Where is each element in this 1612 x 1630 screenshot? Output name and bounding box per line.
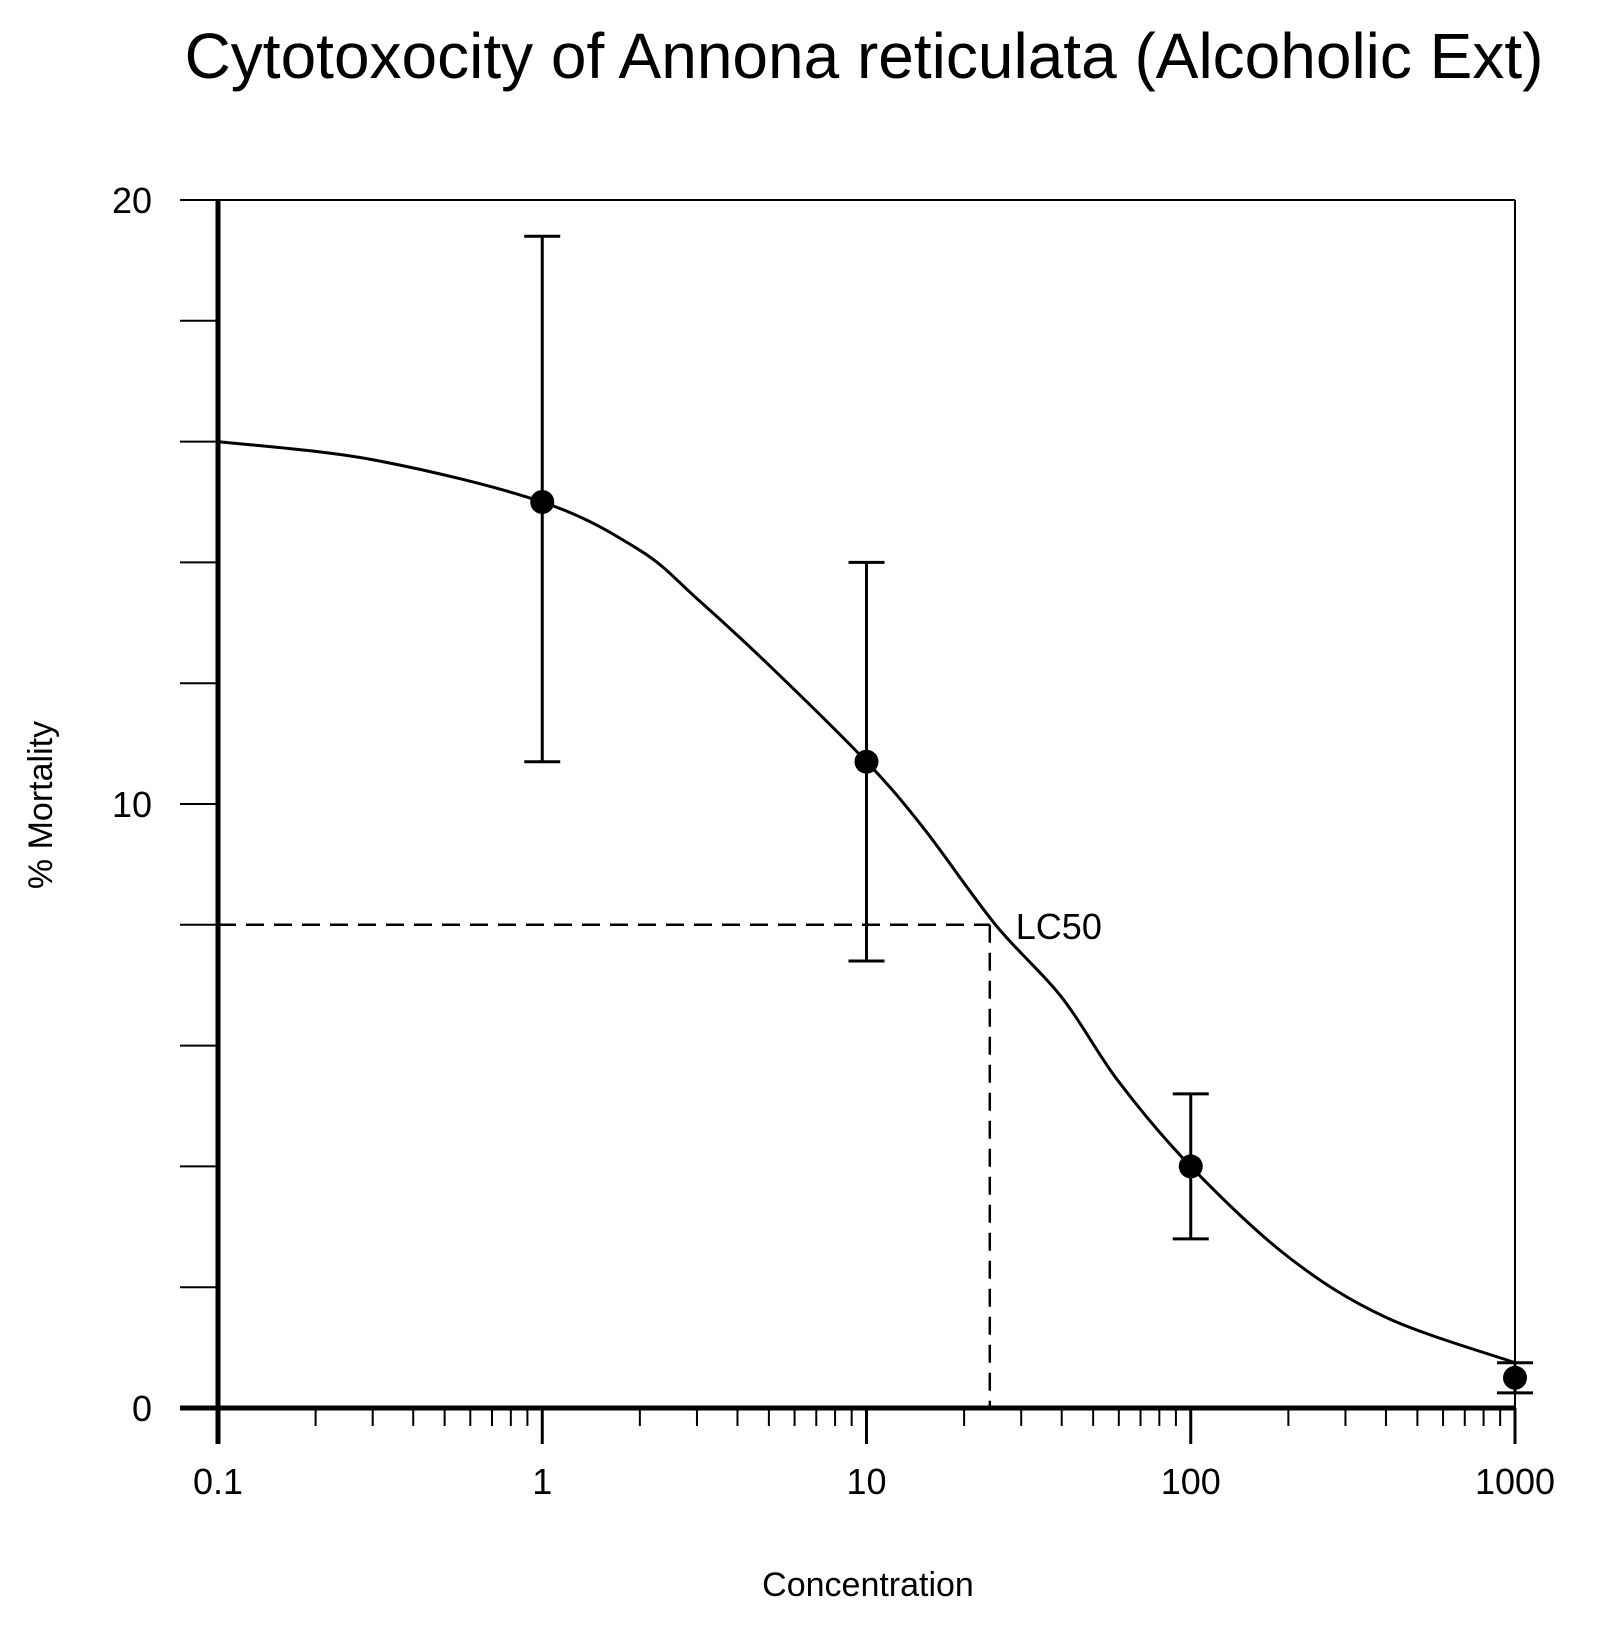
data-point xyxy=(1178,1154,1203,1179)
x-tick-label: 0.1 xyxy=(193,1461,243,1502)
lc50-label: LC50 xyxy=(1016,906,1102,947)
data-point xyxy=(854,749,879,774)
y-tick-label: 0 xyxy=(132,1388,152,1429)
error-bars xyxy=(524,234,1533,1395)
x-tick-label: 10 xyxy=(846,1461,886,1502)
chart-title: Cytotoxocity of Annona reticulata (Alcoh… xyxy=(185,20,1544,92)
annotations: LC50 xyxy=(1016,906,1102,947)
plot-frame xyxy=(180,199,1516,1444)
data-point xyxy=(530,490,555,514)
lc50-guide-lines xyxy=(218,923,992,1408)
x-axis-label: Concentration xyxy=(762,1566,974,1604)
x-tick-label: 100 xyxy=(1161,1461,1221,1502)
x-axis-ticks: 0.1 1 10 100 1000 xyxy=(193,1408,1555,1502)
x-tick-label: 1000 xyxy=(1475,1461,1555,1502)
y-axis-ticks: 0 10 20 xyxy=(112,180,218,1429)
x-tick-label: 1 xyxy=(532,1461,552,1502)
data-points xyxy=(530,490,1527,1390)
y-axis-label: % Mortality xyxy=(22,721,60,889)
data-point xyxy=(1503,1365,1527,1390)
y-tick-label: 10 xyxy=(112,784,152,825)
y-tick-label: 20 xyxy=(112,180,152,221)
